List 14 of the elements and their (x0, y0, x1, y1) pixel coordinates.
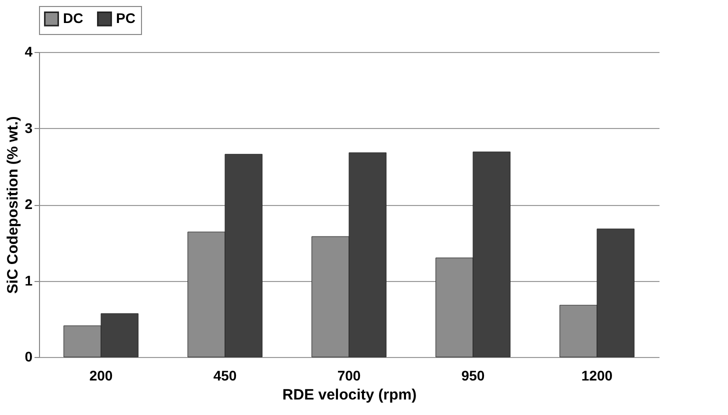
x-tick-label: 450 (213, 368, 237, 384)
y-tick-label: 4 (24, 44, 33, 60)
x-tick-label: 950 (461, 368, 485, 384)
y-tick-label: 3 (24, 120, 33, 136)
x-tick-label: 700 (337, 368, 361, 384)
x-tick-label: 1200 (581, 368, 613, 384)
legend-label: PC (116, 10, 136, 26)
legend-label: DC (63, 10, 84, 26)
x-tick-label: 200 (89, 368, 113, 384)
y-axis-title: SiC Codeposition (% wt.) (4, 116, 22, 294)
y-tick-label: 2 (24, 196, 33, 212)
y-tick-label: 0 (24, 348, 33, 364)
x-axis-title: RDE velocity (rpm) (282, 386, 417, 404)
y-tick-label: 1 (24, 272, 33, 288)
